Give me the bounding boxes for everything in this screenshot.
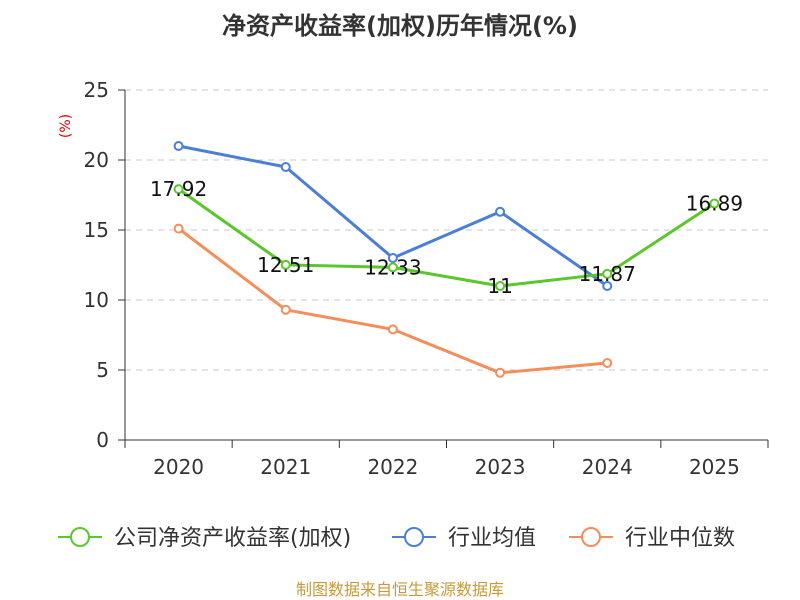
x-tick-label: 2021 — [260, 455, 311, 479]
x-tick-label: 2024 — [582, 455, 633, 479]
y-tick-label: 10 — [84, 288, 109, 312]
y-tick-label: 15 — [84, 218, 109, 242]
y-tick-label: 25 — [84, 78, 109, 102]
chart-title: 净资产收益率(加权)历年情况(%) — [222, 12, 578, 40]
data-point — [173, 223, 184, 234]
data-point — [495, 367, 506, 378]
y-tick-label: 20 — [84, 148, 109, 172]
data-point — [173, 184, 184, 195]
data-point — [280, 162, 291, 172]
legend-label: 行业中位数 — [625, 526, 735, 551]
source-note: 制图数据来自恒生聚源数据库 — [296, 580, 504, 599]
grid-lines — [125, 89, 768, 371]
data-label: 17.92 — [150, 177, 207, 201]
data-label: 12.33 — [364, 255, 421, 279]
data-point — [280, 259, 291, 270]
data-point — [280, 304, 291, 315]
legend-label: 公司净资产收益率(加权) — [114, 526, 351, 551]
x-tick-label: 2023 — [475, 455, 526, 479]
legend: 公司净资产收益率(加权) 行业均值 行业中位数 — [58, 526, 735, 551]
data-point — [602, 268, 613, 279]
y-tick-label: 0 — [96, 428, 109, 452]
legend-label: 行业均值 — [448, 526, 536, 551]
data-point — [387, 262, 398, 273]
data-point — [602, 358, 613, 368]
data-point — [173, 141, 184, 151]
series-line — [177, 187, 716, 288]
data-labels: 17.92 12.51 12.33 11 11.87 16.89 — [150, 177, 743, 298]
data-label: 12.51 — [257, 253, 314, 277]
data-label: 11.87 — [579, 262, 636, 286]
y-axis-unit: (%) — [58, 114, 74, 138]
y-tick-label: 5 — [96, 358, 109, 382]
series-lines — [173, 141, 720, 378]
x-tick-label: 2025 — [689, 455, 740, 479]
data-label: 11 — [487, 274, 512, 298]
data-point — [387, 253, 398, 263]
x-tick-label: 2020 — [153, 455, 204, 479]
x-tick-label: 2022 — [367, 455, 418, 479]
legend-marker — [70, 527, 90, 547]
legend-marker — [581, 527, 601, 547]
data-point — [709, 198, 720, 209]
legend-marker — [404, 527, 424, 547]
data-point — [495, 206, 506, 217]
data-point — [602, 281, 613, 291]
data-point — [495, 281, 506, 291]
data-label: 16.89 — [686, 192, 743, 216]
data-point — [387, 324, 398, 335]
series-line — [177, 227, 608, 375]
